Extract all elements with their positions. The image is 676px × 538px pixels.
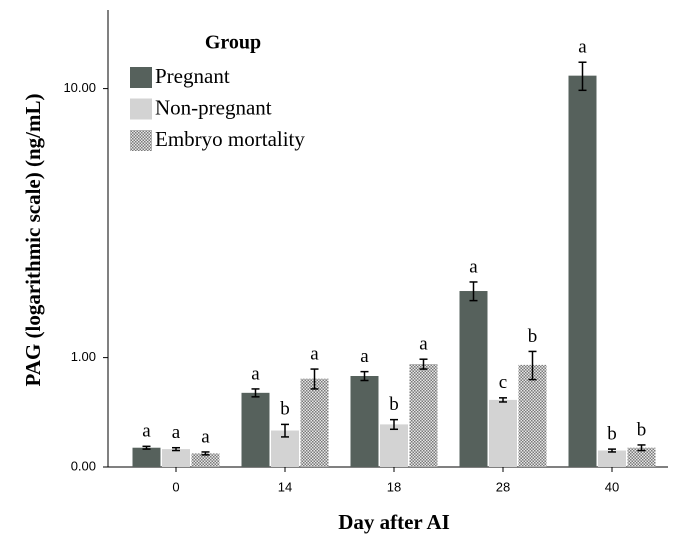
significance-letter: c: [499, 372, 507, 393]
y-tick-label: 0.00: [71, 458, 96, 473]
bar: [350, 376, 379, 467]
x-tick-label: 14: [278, 479, 292, 494]
legend-swatch: [130, 98, 152, 120]
bar: [409, 364, 438, 467]
significance-letter: a: [310, 343, 319, 364]
x-tick-label: 40: [605, 479, 619, 494]
y-axis-label: PAG (logarithmic scale) (ng/mL): [21, 94, 45, 387]
bar: [380, 424, 408, 467]
bar: [598, 450, 626, 467]
significance-letter: a: [172, 422, 181, 443]
legend-swatch: [130, 67, 152, 88]
significance-letter: a: [142, 421, 151, 442]
significance-letter: a: [469, 256, 478, 277]
bar: [568, 75, 597, 468]
y-tick-label: 1.00: [71, 349, 96, 364]
bar: [489, 399, 517, 467]
legend-swatch: [130, 130, 152, 151]
bar: [241, 392, 270, 467]
significance-letter: b: [607, 423, 617, 444]
y-tick-label: 10.00: [63, 80, 96, 95]
significance-letter: b: [637, 419, 647, 440]
bar: [191, 453, 220, 467]
x-axis-label: Day after AI: [338, 510, 450, 534]
legend-label: Embryo mortality: [155, 127, 305, 151]
significance-letter: b: [389, 394, 399, 415]
significance-letter: b: [528, 326, 538, 347]
significance-letter: a: [419, 334, 428, 355]
bar: [300, 378, 329, 467]
significance-letter: a: [251, 363, 260, 384]
bar: [162, 449, 190, 467]
bar: [518, 364, 547, 467]
bar: [627, 447, 656, 467]
x-tick-label: 18: [387, 479, 401, 494]
legend-label: Pregnant: [155, 64, 230, 88]
significance-letter: a: [201, 426, 210, 447]
legend-label: Non-pregnant: [155, 95, 272, 119]
x-tick-label: 0: [172, 479, 179, 494]
legend-title: Group: [205, 32, 261, 54]
bar: [132, 447, 161, 467]
significance-letter: b: [280, 399, 290, 420]
x-tick-label: 28: [496, 479, 510, 494]
significance-letter: a: [360, 346, 369, 367]
bar: [459, 291, 488, 467]
significance-letter: a: [578, 37, 587, 58]
